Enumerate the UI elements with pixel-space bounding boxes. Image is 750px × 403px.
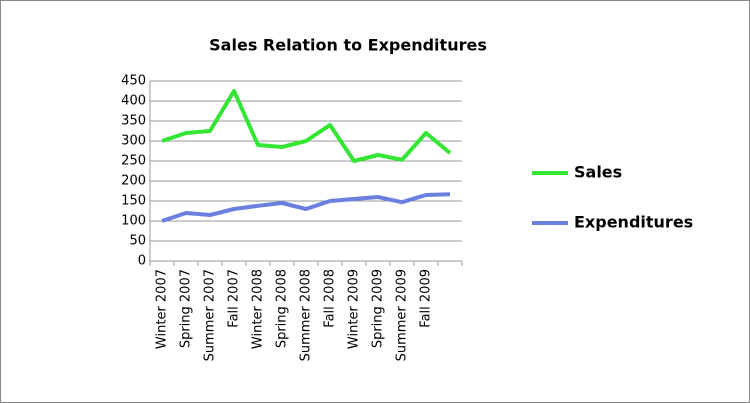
- y-tick-label: 200: [121, 174, 146, 189]
- y-tick-label: 300: [121, 134, 146, 149]
- chart-title: Sales Relation to Expenditures: [209, 36, 487, 55]
- y-tick-label: 250: [121, 154, 146, 169]
- y-tick-label: 350: [121, 114, 146, 129]
- y-tick-label: 50: [129, 234, 146, 249]
- x-tick-label: Spring 2008: [275, 269, 290, 348]
- x-tick-label: Fall 2008: [323, 269, 338, 328]
- x-tick-label: Summer 2009: [395, 269, 410, 361]
- x-tick-label: Winter 2007: [155, 269, 170, 349]
- y-tick-label: 150: [121, 194, 146, 209]
- x-tick-label: Fall 2007: [227, 269, 242, 328]
- y-tick-label: 400: [121, 94, 146, 109]
- x-tick-label: Summer 2007: [203, 269, 218, 361]
- y-tick-label: 0: [138, 254, 146, 269]
- x-tick-label: Spring 2009: [371, 269, 386, 348]
- legend-label: Expenditures: [574, 213, 693, 232]
- series-line: [161, 89, 452, 163]
- x-tick-label: Winter 2008: [251, 269, 266, 349]
- x-tick-label: Fall 2009: [419, 269, 434, 328]
- y-tick-label: 100: [121, 214, 146, 229]
- series-line: [161, 192, 451, 223]
- x-tick-label: Winter 2009: [347, 269, 362, 349]
- x-tick-label: Summer 2008: [299, 269, 314, 361]
- y-tick-label: 450: [121, 74, 146, 89]
- legend-label: Sales: [574, 163, 622, 182]
- x-tick-label: Spring 2007: [179, 269, 194, 348]
